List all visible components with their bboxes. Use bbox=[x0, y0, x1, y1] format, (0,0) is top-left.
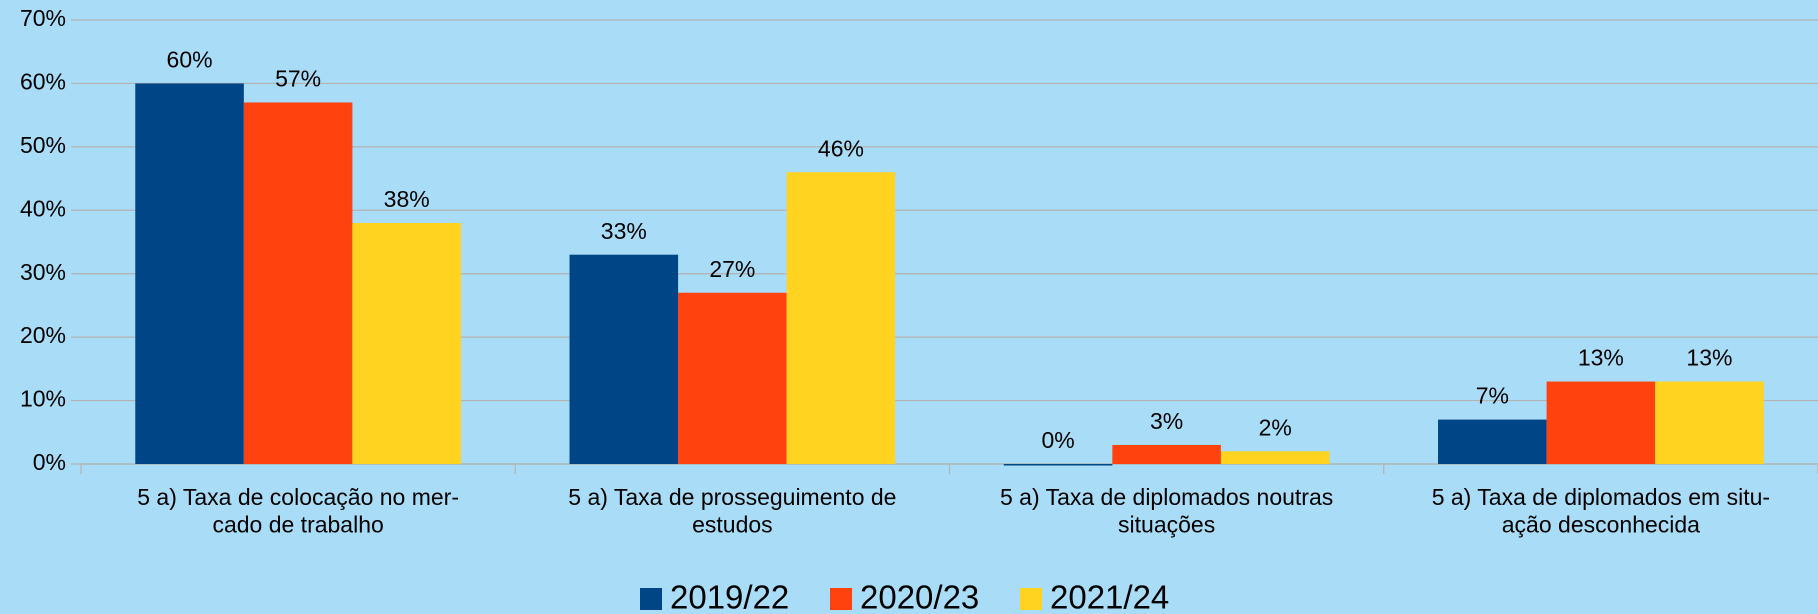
bar bbox=[786, 172, 896, 464]
y-tick-label: 70% bbox=[20, 5, 66, 31]
y-tick-label: 50% bbox=[20, 132, 66, 158]
data-label: 13% bbox=[1686, 345, 1732, 371]
data-label: 60% bbox=[167, 47, 213, 73]
bar bbox=[135, 83, 244, 464]
data-label: 33% bbox=[601, 218, 647, 244]
data-label: 38% bbox=[384, 186, 430, 212]
data-label: 3% bbox=[1150, 408, 1183, 434]
bar bbox=[1003, 464, 1113, 466]
x-tick-label: 5 a) Taxa de colocação no mer-cado de tr… bbox=[137, 484, 459, 538]
legend-swatch bbox=[830, 588, 852, 610]
y-tick-label: 20% bbox=[20, 322, 66, 348]
y-tick-label: 40% bbox=[20, 195, 66, 221]
y-tick-label: 60% bbox=[20, 69, 66, 95]
bar bbox=[678, 292, 787, 464]
legend-swatch bbox=[1020, 588, 1042, 610]
x-tick-label: 5 a) Taxa de prosseguimento de estudos bbox=[568, 484, 896, 538]
legend-swatch bbox=[640, 588, 662, 610]
data-label: 7% bbox=[1476, 383, 1509, 409]
bar bbox=[1655, 381, 1764, 464]
bar bbox=[1438, 419, 1547, 464]
legend-label: 2019/22 bbox=[670, 579, 789, 614]
bar bbox=[1546, 381, 1656, 464]
data-label: 27% bbox=[709, 256, 755, 282]
data-label: 2% bbox=[1259, 414, 1292, 440]
x-tick-label: 5 a) Taxa de diplomados noutras situações bbox=[1000, 484, 1333, 538]
legend-label: 2020/23 bbox=[860, 579, 979, 614]
y-tick-label: 10% bbox=[20, 386, 66, 412]
bar bbox=[569, 254, 679, 464]
bar bbox=[352, 222, 461, 464]
y-tick-label: 30% bbox=[20, 259, 66, 285]
y-tick-label: 0% bbox=[33, 449, 66, 475]
data-label: 13% bbox=[1578, 345, 1624, 371]
data-label: 0% bbox=[1041, 427, 1074, 453]
bar bbox=[1220, 451, 1330, 464]
data-label: 46% bbox=[818, 135, 864, 161]
bar bbox=[1112, 444, 1221, 464]
bar bbox=[243, 102, 353, 464]
legend-label: 2021/24 bbox=[1050, 579, 1169, 614]
x-tick-label: 5 a) Taxa de diplomados em situ-ação des… bbox=[1432, 484, 1770, 538]
data-label: 57% bbox=[275, 66, 321, 92]
